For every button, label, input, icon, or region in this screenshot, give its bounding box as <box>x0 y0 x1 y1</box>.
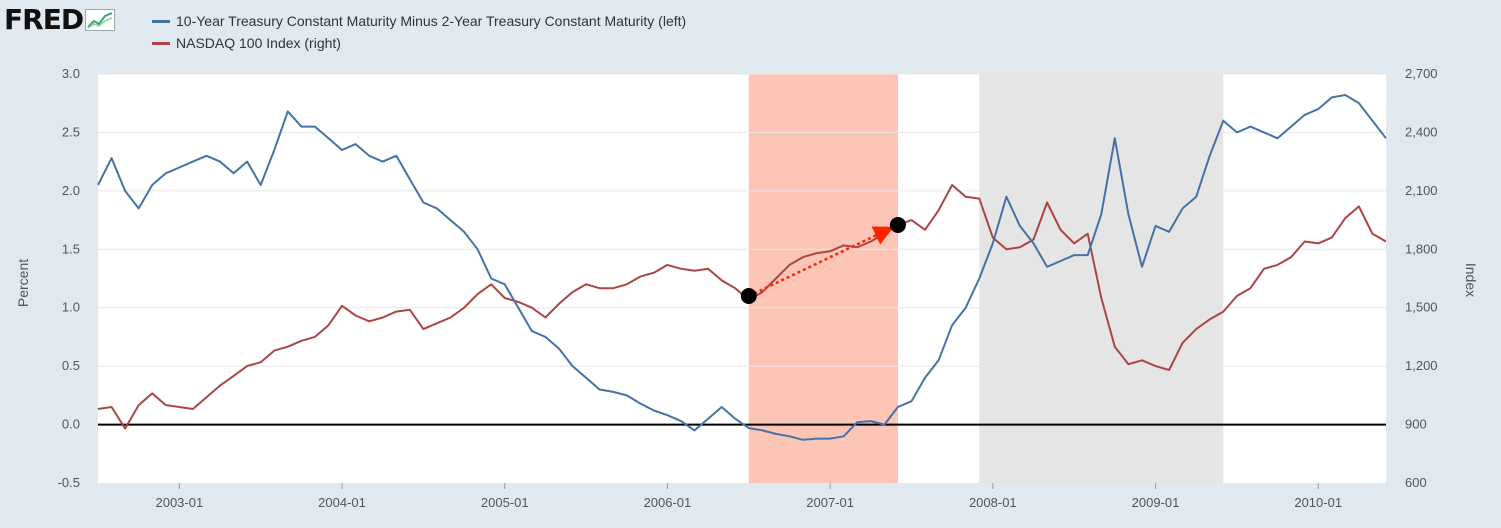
y-right-tick-label: 2,400 <box>1405 124 1438 139</box>
x-tick-label: 2003-01 <box>155 495 203 510</box>
y-left-tick-label: 0.5 <box>62 358 80 373</box>
annotation-point-start <box>740 288 757 305</box>
y-left-tick-label: 1.0 <box>62 300 80 315</box>
shaded-region-1 <box>979 74 1224 483</box>
series-line-spread <box>97 94 1387 441</box>
x-tick-label: 2008-01 <box>969 495 1017 510</box>
legend-label-spread: 10-Year Treasury Constant Maturity Minus… <box>176 13 687 29</box>
annotation-point-end <box>889 216 906 233</box>
y-left-tick-label: 3.0 <box>62 66 80 81</box>
x-tick-label: 2010-01 <box>1294 495 1342 510</box>
y-left-tick-label: 2.5 <box>62 124 80 139</box>
y-left-tick-label: -0.5 <box>58 475 80 490</box>
shaded-region-0 <box>748 74 898 483</box>
chart-logo-icon <box>85 9 116 31</box>
logo-text: FRED <box>4 3 84 36</box>
y-right-tick-label: 1,200 <box>1405 358 1438 373</box>
y-left-tick-label: 1.5 <box>62 241 80 256</box>
y-right-tick-label: 1,800 <box>1405 241 1438 256</box>
legend-swatch-spread <box>152 19 170 23</box>
y-right-tick-label: 2,100 <box>1405 183 1438 198</box>
legend-item-spread[interactable]: 10-Year Treasury Constant Maturity Minus… <box>152 10 686 32</box>
y-right-tick-label: 2,700 <box>1405 66 1438 81</box>
annotation-arrow <box>748 226 894 298</box>
y-right-tick-label: 1,500 <box>1405 300 1438 315</box>
y-left-tick-label: 2.0 <box>62 183 80 198</box>
legend-item-nasdaq[interactable]: NASDAQ 100 Index (right) <box>152 32 686 54</box>
y-right-tick-label: 600 <box>1405 475 1427 490</box>
y-axis-right-title: Index <box>1463 263 1479 297</box>
legend-label-nasdaq: NASDAQ 100 Index (right) <box>176 35 341 51</box>
x-tick-label: 2006-01 <box>644 495 692 510</box>
fred-logo[interactable]: FRED <box>4 3 116 36</box>
x-tick-label: 2005-01 <box>481 495 529 510</box>
x-tick-label: 2007-01 <box>806 495 854 510</box>
legend-swatch-nasdaq <box>152 41 170 45</box>
y-right-tick-label: 900 <box>1405 417 1427 432</box>
y-axis-left-title: Percent <box>15 259 31 307</box>
x-tick-label: 2009-01 <box>1132 495 1180 510</box>
x-tick-label: 2004-01 <box>318 495 366 510</box>
chart-legend: 10-Year Treasury Constant Maturity Minus… <box>152 10 686 54</box>
y-left-tick-label: 0.0 <box>62 417 80 432</box>
